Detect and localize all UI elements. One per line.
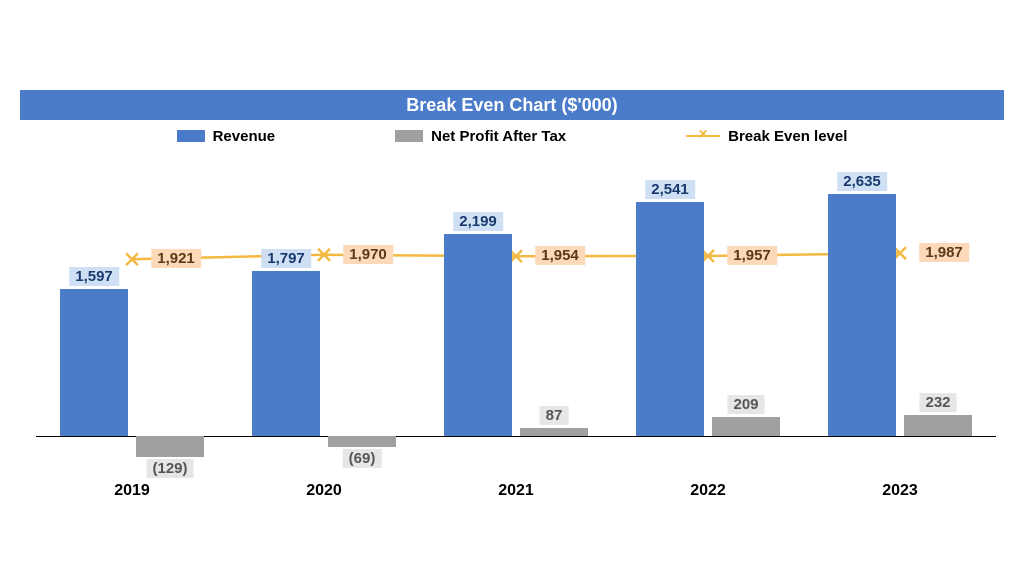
revenue-bar — [60, 289, 128, 436]
break-even-label: 1,921 — [151, 249, 201, 268]
break-even-label: 1,957 — [727, 246, 777, 265]
net-profit-bar — [136, 436, 204, 457]
revenue-bar — [252, 271, 320, 436]
x-axis-label: 2023 — [882, 482, 918, 500]
net-profit-label: (69) — [343, 449, 382, 468]
legend-label: Revenue — [213, 128, 276, 145]
revenue-bar — [636, 202, 704, 436]
legend: Revenue Net Profit After Tax Break Even … — [0, 123, 1024, 149]
net-profit-bar — [328, 436, 396, 447]
legend-item-revenue: Revenue — [177, 128, 276, 145]
break-even-label: 1,954 — [535, 246, 585, 265]
revenue-bar — [828, 194, 896, 436]
x-axis-label: 2021 — [498, 482, 534, 500]
chart-title: Break Even Chart ($'000) — [20, 90, 1004, 120]
net-profit-bar — [520, 428, 588, 436]
net-profit-label: 87 — [540, 406, 569, 425]
break-even-chart: Break Even Chart ($'000) Revenue Net Pro… — [0, 0, 1024, 577]
legend-swatch-netprofit — [395, 130, 423, 142]
revenue-bar — [444, 234, 512, 436]
legend-swatch-breakeven — [686, 129, 720, 143]
break-even-label: 1,987 — [919, 243, 969, 262]
revenue-label: 2,635 — [837, 172, 887, 191]
legend-item-netprofit: Net Profit After Tax — [395, 128, 566, 145]
legend-label: Net Profit After Tax — [431, 128, 566, 145]
x-axis-label: 2022 — [690, 482, 726, 500]
break-even-label: 1,970 — [343, 245, 393, 264]
legend-swatch-revenue — [177, 130, 205, 142]
plot-area: 1,597(129)1,92120191,797(69)1,97020202,1… — [36, 160, 996, 476]
legend-item-breakeven: Break Even level — [686, 128, 847, 145]
legend-label: Break Even level — [728, 128, 847, 145]
net-profit-label: (129) — [146, 459, 193, 478]
revenue-label: 2,199 — [453, 212, 503, 231]
net-profit-bar — [904, 415, 972, 436]
net-profit-label: 232 — [919, 393, 956, 412]
revenue-label: 2,541 — [645, 180, 695, 199]
net-profit-label: 209 — [727, 395, 764, 414]
x-axis-label: 2019 — [114, 482, 150, 500]
net-profit-bar — [712, 417, 780, 436]
revenue-label: 1,797 — [261, 249, 311, 268]
revenue-label: 1,597 — [69, 267, 119, 286]
x-axis-label: 2020 — [306, 482, 342, 500]
